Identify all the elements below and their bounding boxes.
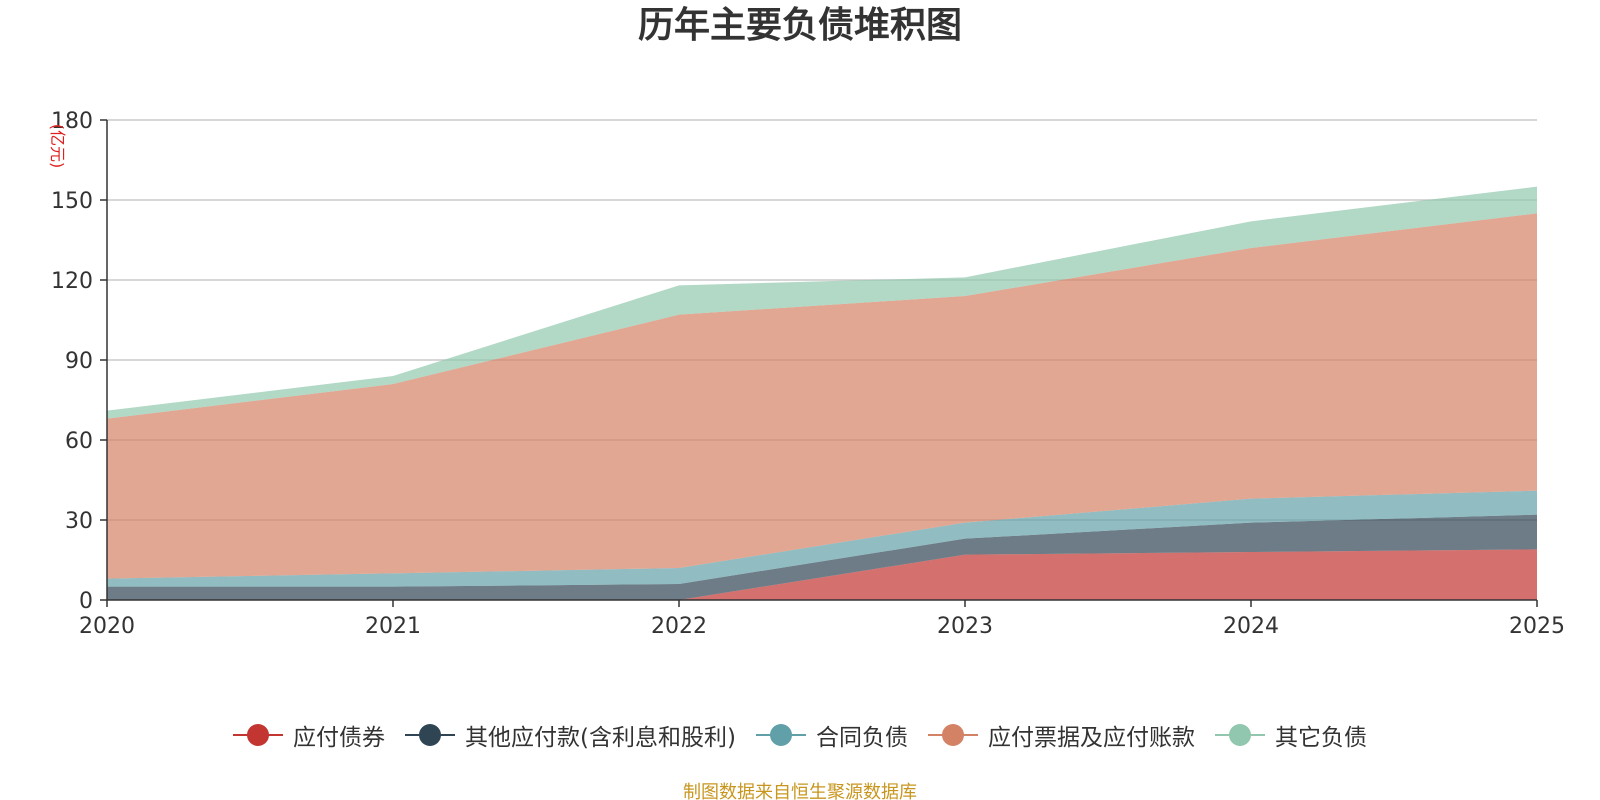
area-series-0 bbox=[107, 549, 1537, 600]
legend-item-0[interactable]: 应付债券 bbox=[233, 718, 385, 752]
x-tick-label: 2024 bbox=[1223, 614, 1279, 639]
area-series-3 bbox=[107, 213, 1537, 579]
x-tick-label: 2025 bbox=[1509, 614, 1565, 639]
area-series-1 bbox=[107, 514, 1537, 600]
legend-marker-icon bbox=[927, 722, 978, 748]
y-tick-label: 30 bbox=[65, 509, 93, 534]
y-tick-label: 150 bbox=[51, 189, 93, 214]
source-note: 制图数据来自恒生聚源数据库 bbox=[683, 782, 917, 800]
axis-layer: 0 30 60 90 120 150 180 2020 2021 2022 2023 2024 2025 bbox=[51, 109, 1565, 639]
x-tick-label: 2021 bbox=[365, 614, 421, 639]
legend-label: 应付票据及应付账款 bbox=[987, 725, 1195, 751]
y-tick-label: 0 bbox=[79, 589, 93, 614]
x-tick-label: 2023 bbox=[937, 614, 993, 639]
x-tick-label: 2020 bbox=[79, 614, 135, 639]
area-layer bbox=[107, 186, 1537, 600]
legend-label: 其他应付款(含利息和股利) bbox=[465, 725, 736, 751]
legend-marker-icon bbox=[1214, 722, 1265, 748]
chart-title: 历年主要负债堆积图 bbox=[637, 5, 962, 46]
legend-item-3[interactable]: 应付票据及应付账款 bbox=[927, 718, 1195, 752]
legend-item-4[interactable]: 其它负债 bbox=[1214, 718, 1367, 752]
x-tick-label: 2022 bbox=[651, 614, 707, 639]
legend-label: 应付债券 bbox=[293, 725, 386, 751]
legend-label: 其它负债 bbox=[1274, 725, 1367, 751]
y-tick-label: 180 bbox=[51, 109, 93, 134]
legend-marker-icon bbox=[755, 722, 806, 748]
legend-marker-icon bbox=[405, 722, 456, 748]
y-tick-label: 60 bbox=[65, 429, 93, 454]
legend-label: 合同负债 bbox=[815, 725, 908, 751]
legend: 应付债券 其他应付款(含利息和股利) 合同负债 应付票据及应付账款 其它负债 bbox=[0, 718, 1600, 752]
y-axis-unit-label: (亿元) bbox=[48, 124, 67, 169]
y-tick-label: 90 bbox=[65, 349, 93, 374]
area-series-4 bbox=[107, 186, 1537, 419]
legend-marker-icon bbox=[233, 722, 284, 748]
legend-item-2[interactable]: 合同负债 bbox=[755, 718, 908, 752]
area-series-2 bbox=[107, 490, 1537, 587]
legend-item-1[interactable]: 其他应付款(含利息和股利) bbox=[405, 718, 736, 752]
y-tick-label: 120 bbox=[51, 269, 93, 294]
